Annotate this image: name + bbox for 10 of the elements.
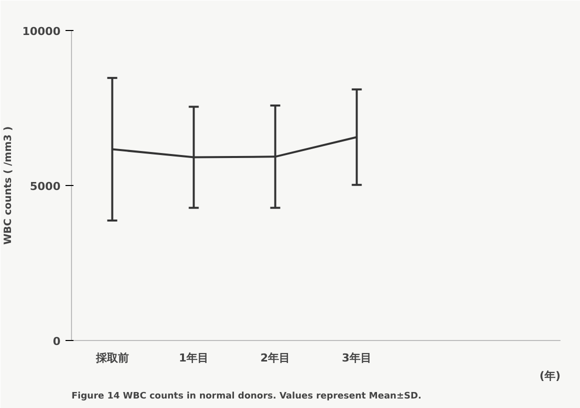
x-tick-label: 2年目 — [260, 352, 290, 364]
x-tick-label: 3年目 — [342, 352, 372, 364]
caption: Figure 14 WBC counts in normal donors. Values represent Mean±SD. — [72, 392, 422, 402]
x-axis-title: (年) — [539, 370, 561, 382]
y-tick-label: 5000 — [30, 180, 61, 193]
y-axis-title: WBC counts ( /mm3 ) — [3, 126, 14, 245]
x-tick-label: 1年目 — [178, 352, 209, 364]
y-tick-label: 0 — [52, 335, 61, 348]
y-tick-label: 10000 — [22, 25, 61, 38]
x-tick-label: 採取前 — [94, 352, 129, 364]
